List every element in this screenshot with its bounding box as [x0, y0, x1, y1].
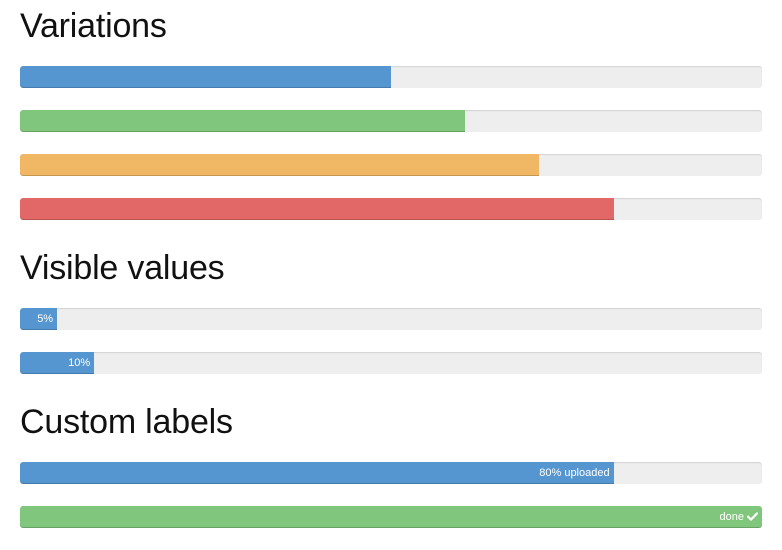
progress-fill: [20, 198, 614, 220]
progress-fill: 10%: [20, 352, 95, 374]
progress-bar-danger: [20, 198, 762, 220]
progress-fill: done: [20, 506, 762, 528]
progress-bar-10-percent: 10%: [20, 352, 762, 374]
progress-fill: [20, 154, 540, 176]
checkmark-icon: [747, 512, 758, 521]
progress-custom-label: done: [719, 511, 744, 523]
progress-bar-5-percent: 5%: [20, 308, 762, 330]
progress-fill: [20, 66, 391, 88]
section-title-visible-values: Visible values: [20, 249, 225, 287]
progress-custom-label: 80% uploaded: [539, 467, 610, 479]
progress-bar-warning: [20, 154, 762, 176]
section-title-variations: Variations: [20, 7, 167, 45]
progress-value-label: 10%: [68, 357, 91, 369]
progress-fill: [20, 110, 466, 132]
progress-bar-success: [20, 110, 762, 132]
progress-bar-primary: [20, 66, 762, 88]
progress-bar-uploaded: 80% uploaded: [20, 462, 762, 484]
progress-value-label: 5%: [37, 313, 54, 325]
progress-bar-done: done: [20, 506, 762, 528]
progress-fill: 5%: [20, 308, 58, 330]
section-title-custom-labels: Custom labels: [20, 403, 233, 441]
progress-fill: 80% uploaded: [20, 462, 614, 484]
